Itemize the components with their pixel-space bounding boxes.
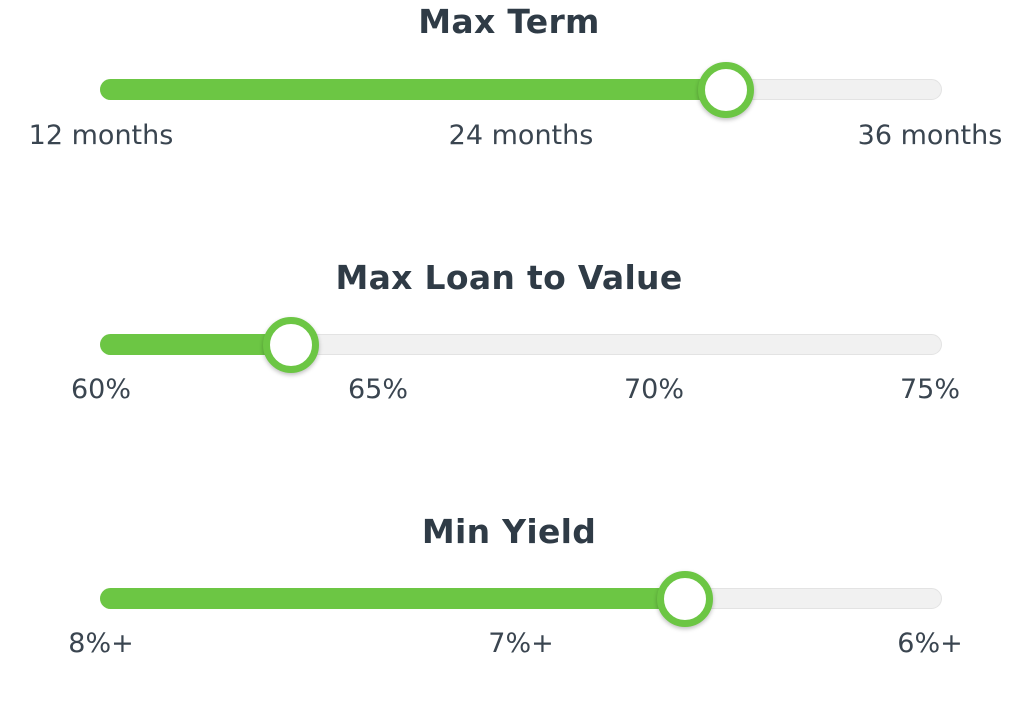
max-ltv-label-70: 70% <box>623 374 685 405</box>
max-term-title: Max Term <box>418 2 600 41</box>
max-ltv-label-75: 75% <box>899 374 961 405</box>
min-yield-label-7: 7%+ <box>488 628 554 659</box>
max-term-label-mid: 24 months <box>448 120 594 151</box>
max-ltv-title: Max Loan to Value <box>335 258 683 297</box>
max-term-fill <box>100 79 737 100</box>
max-term-label-max: 36 months <box>857 120 1003 151</box>
max-ltv-fill <box>100 334 303 355</box>
min-yield-label-8: 8%+ <box>68 628 134 659</box>
max-ltv-label-60: 60% <box>70 374 132 405</box>
max-ltv-thumb[interactable] <box>263 317 320 373</box>
max-ltv-slider: Max Loan to Value 60% 65% 70% 75% <box>0 256 1018 406</box>
min-yield-title: Min Yield <box>421 512 597 551</box>
min-yield-fill <box>100 588 696 609</box>
min-yield-slider: Min Yield 8%+ 7%+ 6%+ <box>0 510 1018 660</box>
min-yield-label-6: 6%+ <box>897 628 963 659</box>
max-term-thumb[interactable] <box>698 62 754 118</box>
max-term-label-min: 12 months <box>28 120 174 151</box>
max-ltv-label-65: 65% <box>347 374 409 405</box>
min-yield-thumb[interactable] <box>657 571 713 627</box>
max-term-slider: Max Term 12 months 24 months 36 months <box>0 0 1018 151</box>
